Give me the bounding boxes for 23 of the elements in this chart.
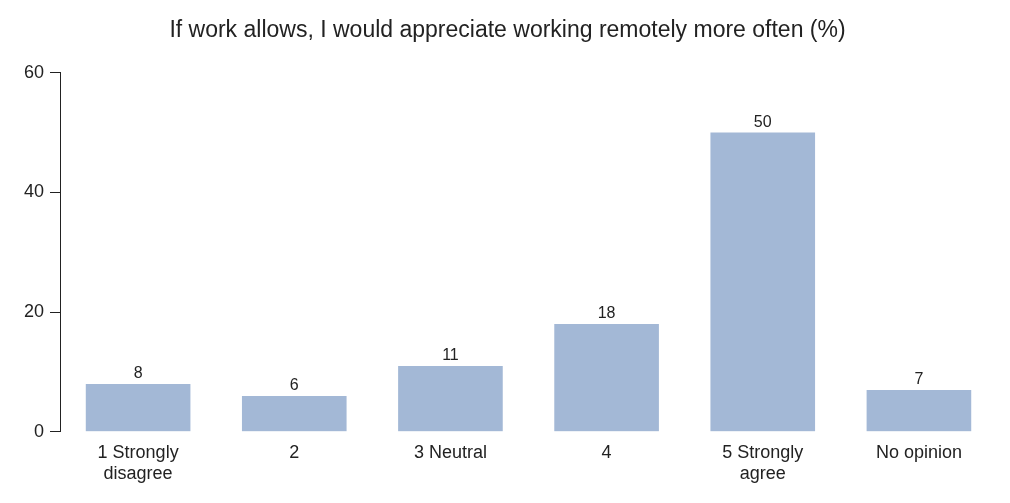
chart-title: If work allows, I would appreciate working remotely more often (%) xyxy=(169,16,846,43)
x-tick-label: 2 xyxy=(289,441,300,462)
x-tick-label: 1 Strongly disagree xyxy=(97,441,179,484)
y-tick-label: 20 xyxy=(23,301,45,322)
x-tick-label: No opinion xyxy=(875,441,962,462)
bar xyxy=(710,132,816,432)
x-tick-label: 5 Strongly agree xyxy=(722,441,804,484)
data-label: 7 xyxy=(914,370,924,388)
y-tick-label: 60 xyxy=(23,61,45,82)
bar xyxy=(85,383,191,432)
bar xyxy=(554,324,659,432)
bar xyxy=(398,365,503,432)
x-tick-label: 3 Neutral xyxy=(413,441,487,462)
x-tick-label: 4 xyxy=(601,441,612,462)
data-label: 8 xyxy=(133,364,143,382)
data-label: 11 xyxy=(442,346,459,364)
bar xyxy=(866,389,972,432)
y-tick-label: 0 xyxy=(34,420,45,441)
y-tick-label: 40 xyxy=(23,181,45,202)
bar xyxy=(241,395,347,432)
data-label: 6 xyxy=(289,376,299,394)
data-label: 18 xyxy=(597,304,616,322)
data-label: 50 xyxy=(753,112,772,130)
